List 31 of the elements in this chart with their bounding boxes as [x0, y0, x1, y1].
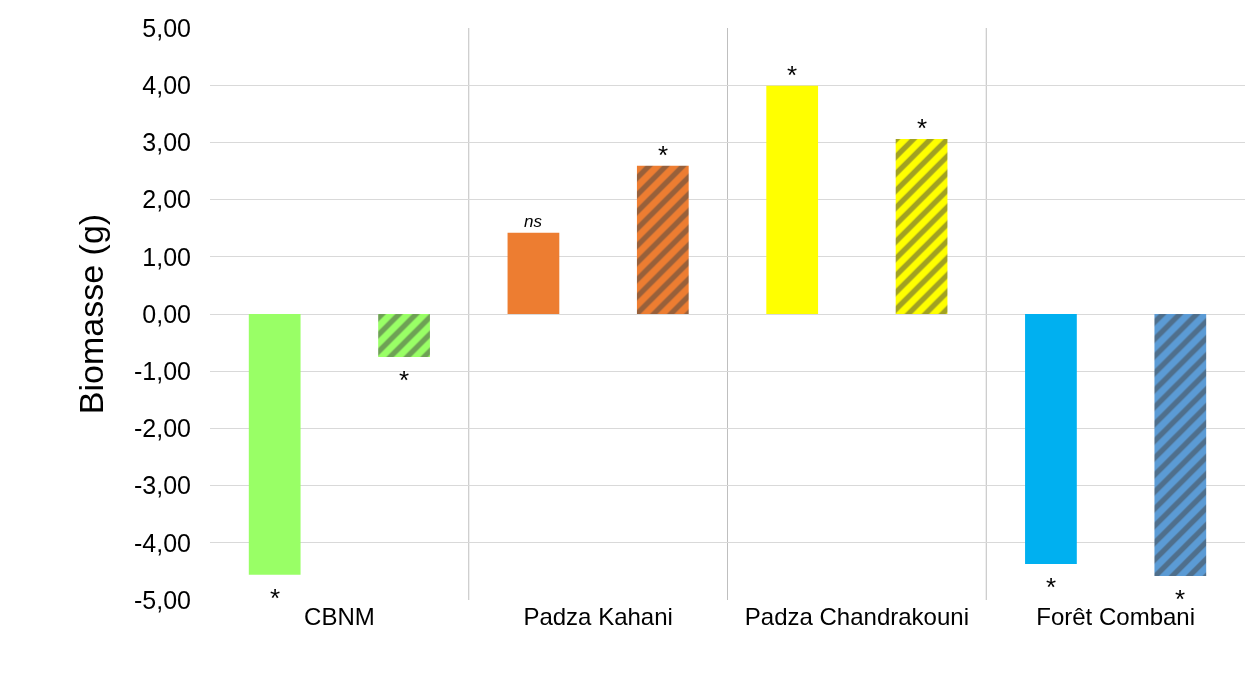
x-tick-label: Padza Kahani [523, 603, 673, 630]
annotation: ns [524, 212, 543, 231]
bar [766, 85, 819, 314]
bar [636, 165, 689, 314]
y-tick-label: 1,00 [142, 242, 191, 271]
bar [1154, 314, 1207, 576]
x-tick-label: Padza Chandrakouni [744, 603, 969, 630]
y-tick-label: -5,00 [134, 585, 191, 614]
y-tick-label: -4,00 [134, 528, 191, 557]
annotation: * [917, 113, 928, 143]
bar [507, 232, 560, 314]
annotation: * [1046, 572, 1057, 602]
bar [378, 314, 430, 357]
y-tick-label: -2,00 [134, 414, 191, 443]
annotation: * [270, 583, 281, 613]
y-tick-label: 4,00 [142, 70, 191, 99]
annotation: * [787, 60, 798, 90]
x-tick-label: Forêt Combani [1036, 603, 1195, 630]
y-tick-label: -1,00 [134, 356, 191, 385]
x-tick-label: CBNM [304, 603, 375, 630]
y-tick-label: 3,00 [142, 128, 191, 157]
y-axis-title: Biomasse (g) [71, 213, 110, 415]
y-tick-label: 0,00 [142, 299, 191, 328]
y-tick-label: 2,00 [142, 185, 191, 214]
y-tick-label: 5,00 [142, 13, 191, 42]
y-tick-label: -3,00 [134, 471, 191, 500]
annotation: * [399, 365, 410, 395]
bar [248, 314, 301, 575]
annotation: * [658, 140, 669, 170]
bar [895, 138, 948, 314]
bar [1025, 314, 1077, 564]
